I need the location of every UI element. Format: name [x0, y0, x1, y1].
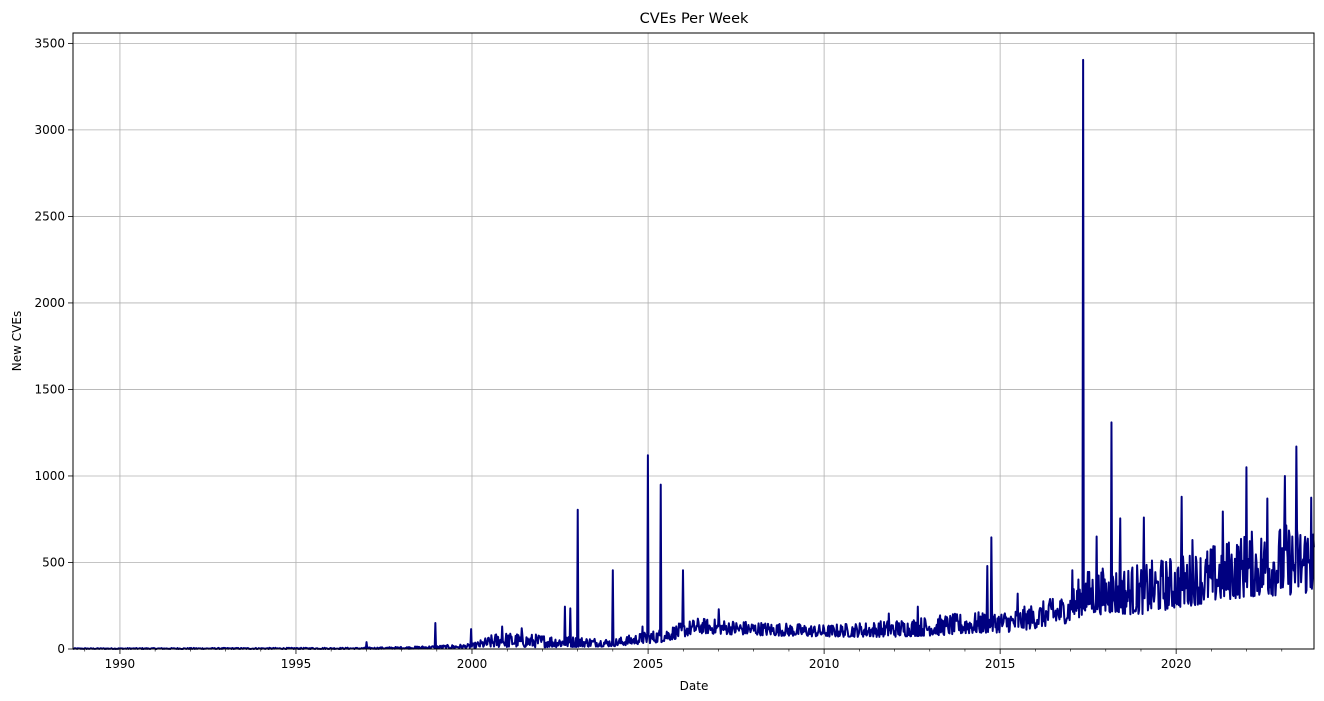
x-tick-label: 2015 [985, 657, 1016, 671]
y-tick-label: 3500 [34, 36, 65, 50]
x-tick-label: 2020 [1161, 657, 1192, 671]
x-tick-label: 2005 [633, 657, 664, 671]
y-tick-label: 0 [57, 642, 65, 656]
x-axis-ticks: 1990 1995 2000 2005 2010 2015 2020 [84, 649, 1283, 671]
x-axis-label: Date [680, 679, 709, 693]
series-line [72, 58, 1315, 650]
plot-area [72, 58, 1315, 650]
y-tick-label: 1500 [34, 382, 65, 396]
chart-title: CVEs Per Week [640, 11, 749, 27]
y-tick-label: 2000 [34, 296, 65, 310]
x-tick-label: 1990 [105, 657, 136, 671]
x-tick-label: 2010 [809, 657, 840, 671]
gridlines [73, 33, 1314, 649]
x-tick-label: 2000 [457, 657, 488, 671]
y-tick-label: 3000 [34, 123, 65, 137]
y-tick-label: 500 [42, 555, 65, 569]
y-tick-label: 2500 [34, 209, 65, 223]
y-axis-ticks: 0 500 1000 1500 2000 2500 3000 3500 [34, 36, 73, 656]
y-tick-label: 1000 [34, 469, 65, 483]
plot-frame [72, 32, 1315, 650]
x-tick-label: 1995 [281, 657, 312, 671]
y-axis-label: New CVEs [10, 311, 24, 371]
